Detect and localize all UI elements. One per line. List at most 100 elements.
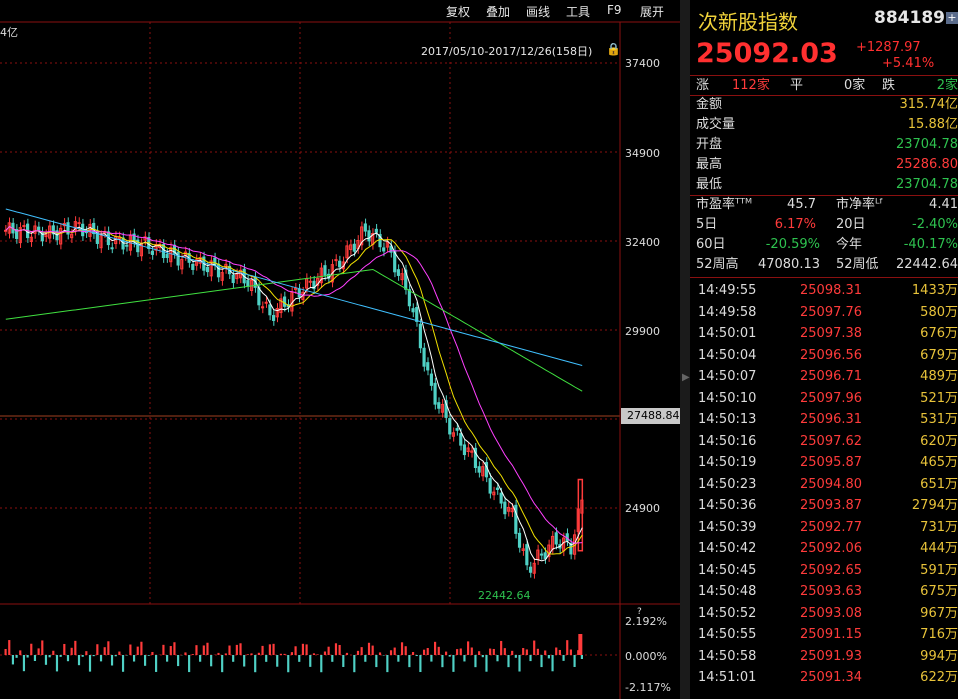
tick-volume: 620万: [920, 433, 958, 449]
sub-bar: [522, 648, 525, 655]
candle-body: [70, 233, 74, 239]
sub-bar: [544, 650, 547, 655]
returns-row-1: 5日 6.17% 20日 -2.40%: [696, 215, 958, 235]
candle-body: [367, 230, 371, 242]
sub-bar: [342, 655, 345, 667]
candle-body: [264, 301, 268, 304]
sub-bar: [188, 655, 191, 673]
candle-body: [77, 222, 81, 225]
candle-body: [528, 566, 533, 573]
candle-body: [514, 504, 518, 534]
sub-bar: [580, 655, 583, 659]
candle-body: [220, 272, 224, 281]
candle-body: [165, 253, 169, 259]
sub-bar: [228, 645, 231, 655]
sub-bar: [496, 655, 499, 662]
sub-bar-latest: [578, 634, 583, 655]
tick-price: 25097.96: [800, 390, 863, 406]
candle-body: [169, 247, 173, 263]
tick-row: 14:50:19 25095.87 465万: [690, 452, 958, 474]
sub-bar: [246, 654, 249, 655]
candle-body: [194, 259, 199, 266]
kline-chart[interactable]: [0, 0, 680, 699]
tick-price: 25093.63: [800, 584, 863, 599]
tick-row: 14:50:13 25096.31 531万: [690, 409, 958, 431]
stat-value: 15.88亿: [907, 117, 958, 132]
tick-time: 14:50:01: [698, 326, 757, 341]
sub-bar: [239, 643, 242, 655]
candle-body: [246, 280, 250, 287]
sub-bar: [573, 655, 576, 667]
candle-body: [499, 492, 503, 504]
tick-row: 14:50:42 25092.06 444万: [690, 538, 958, 560]
candle-body: [231, 274, 235, 284]
chart-toolbar: 复权 叠加 画线 工具 F9 展开: [0, 0, 680, 22]
candle-body: [44, 234, 48, 238]
tick-time: 14:50:58: [698, 648, 757, 664]
down-label: 跌: [882, 78, 896, 93]
toolbar-draw-button[interactable]: 画线: [526, 5, 551, 19]
tick-price: 25093.87: [800, 498, 863, 513]
sub-bar: [507, 655, 510, 668]
candle-body: [404, 269, 408, 290]
candle-body: [37, 226, 41, 231]
sub-bar: [279, 653, 282, 655]
sub-bar: [367, 642, 371, 655]
candle-body: [282, 296, 287, 307]
sub-bar: [441, 655, 444, 668]
candle-body: [176, 251, 180, 266]
sub-bar: [85, 651, 88, 655]
candle-body: [462, 444, 467, 456]
sub-bar: [404, 646, 407, 655]
tick-price: 25097.76: [800, 304, 863, 320]
toolbar-tools-button[interactable]: 工具: [566, 5, 591, 19]
w52-low-label: 52周低: [836, 257, 879, 272]
up-label: 涨: [696, 78, 710, 93]
add-watchlist-icon[interactable]: +: [946, 11, 958, 24]
sub-bar: [577, 650, 580, 655]
valuation-row: 市盈率ᵀᵀᴹ 45.7 市净率ᴸᶠ 4.41: [696, 195, 958, 215]
tick-time: 14:50:13: [698, 412, 757, 427]
tick-volume: 994万: [920, 648, 958, 664]
tick-price: 25097.62: [800, 433, 863, 449]
toolbar-overlay-button[interactable]: 叠加: [486, 5, 511, 19]
help-question-mark[interactable]: ?: [637, 607, 642, 617]
sub-bar: [8, 640, 11, 655]
week52-row: 52周高 47080.13 52周低 22442.64: [696, 255, 958, 275]
tick-row: 14:50:10 25097.96 521万: [690, 388, 958, 410]
sub-bar: [140, 641, 143, 655]
sub-bar: [393, 647, 396, 655]
collapse-panel-icon[interactable]: ▶: [682, 372, 690, 383]
candle-body: [426, 362, 430, 371]
tick-price: 25096.71: [800, 369, 863, 384]
sub-bar: [301, 643, 305, 655]
stat-row: 金额 315.74亿: [696, 95, 958, 115]
toolbar-adjust-button[interactable]: 复权: [446, 5, 471, 19]
tick-price: 25092.77: [800, 519, 863, 535]
sub-bar: [173, 642, 176, 655]
sub-bar: [408, 655, 411, 668]
candle-body: [459, 433, 463, 446]
candle-body: [191, 263, 195, 270]
sub-bar: [419, 655, 422, 673]
candle-body: [330, 264, 334, 283]
toolbar-f9-button[interactable]: F9: [607, 3, 622, 17]
lock-icon[interactable]: 🔒: [606, 42, 621, 56]
candle-body: [51, 225, 55, 235]
ma10-line: [5, 225, 583, 555]
sub-bar: [503, 648, 506, 655]
market-breadth-row: 涨 112家 平 0家 跌 2家: [696, 76, 958, 96]
divider-line: [690, 75, 958, 76]
toolbar-expand-button[interactable]: 展开: [640, 5, 665, 19]
sub-bar: [44, 655, 48, 665]
candle-body: [525, 544, 529, 566]
sub-bar: [533, 640, 536, 655]
tick-row: 14:50:07 25096.71 489万: [690, 366, 958, 388]
stat-label: 最低: [696, 177, 723, 192]
sub-bar: [375, 655, 378, 668]
candle-body: [547, 544, 551, 558]
amount-fragment: 4亿: [0, 26, 18, 39]
sub-bar: [536, 648, 539, 655]
sub-axis-label: 2.192%: [625, 615, 667, 628]
price-change: +1287.97: [856, 40, 921, 55]
